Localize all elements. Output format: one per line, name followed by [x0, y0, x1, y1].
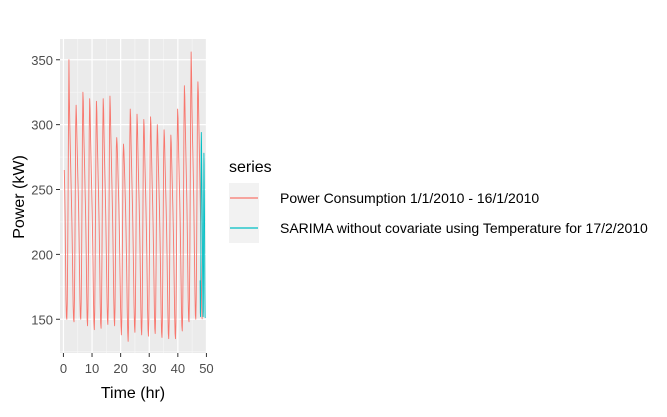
series-line-sarima	[199, 131, 206, 319]
x-tick-label: 30	[142, 361, 156, 376]
x-tick-label: 50	[199, 361, 213, 376]
legend-label-power-consumption: Power Consumption 1/1/2010 - 16/1/2010	[280, 190, 539, 206]
major-gridlines	[60, 39, 208, 353]
y-tick-label: 150	[31, 312, 53, 327]
x-tick-label: 40	[171, 361, 185, 376]
x-tick-label: 10	[85, 361, 99, 376]
legend: series Power Consumption 1/1/2010 - 16/1…	[229, 159, 648, 243]
y-tick-label: 350	[31, 53, 53, 68]
y-tick-label: 250	[31, 183, 53, 198]
x-tick-label: 20	[113, 361, 127, 376]
y-tick-label: 300	[31, 118, 53, 133]
x-tick-label: 0	[60, 361, 67, 376]
series-layer	[63, 51, 206, 342]
y-axis-title: Power (kW)	[11, 155, 28, 239]
x-axis-title: Time (hr)	[101, 385, 165, 402]
legend-title: series	[229, 159, 272, 176]
legend-label-sarima: SARIMA without covariate using Temperatu…	[280, 220, 648, 236]
series-line-power-consumption	[63, 51, 203, 342]
axis-ticks: 0 10 20 30 40 50 150 200 250 300 350	[31, 53, 213, 376]
y-tick-label: 200	[31, 247, 53, 262]
